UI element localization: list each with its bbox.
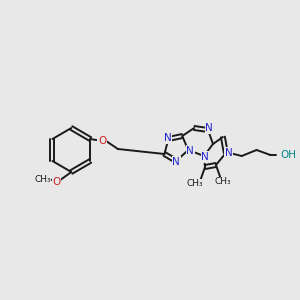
Text: CH₃: CH₃: [34, 175, 51, 184]
Text: N: N: [172, 157, 180, 167]
Text: N: N: [164, 133, 171, 143]
Text: O: O: [98, 136, 106, 146]
Text: CH₃: CH₃: [214, 178, 231, 187]
Text: O: O: [52, 177, 61, 187]
Text: N: N: [205, 123, 213, 133]
Text: CH₃: CH₃: [187, 179, 203, 188]
Text: N: N: [186, 146, 194, 156]
Text: OH: OH: [280, 150, 296, 160]
Text: N: N: [225, 148, 233, 158]
Text: N: N: [201, 152, 209, 162]
